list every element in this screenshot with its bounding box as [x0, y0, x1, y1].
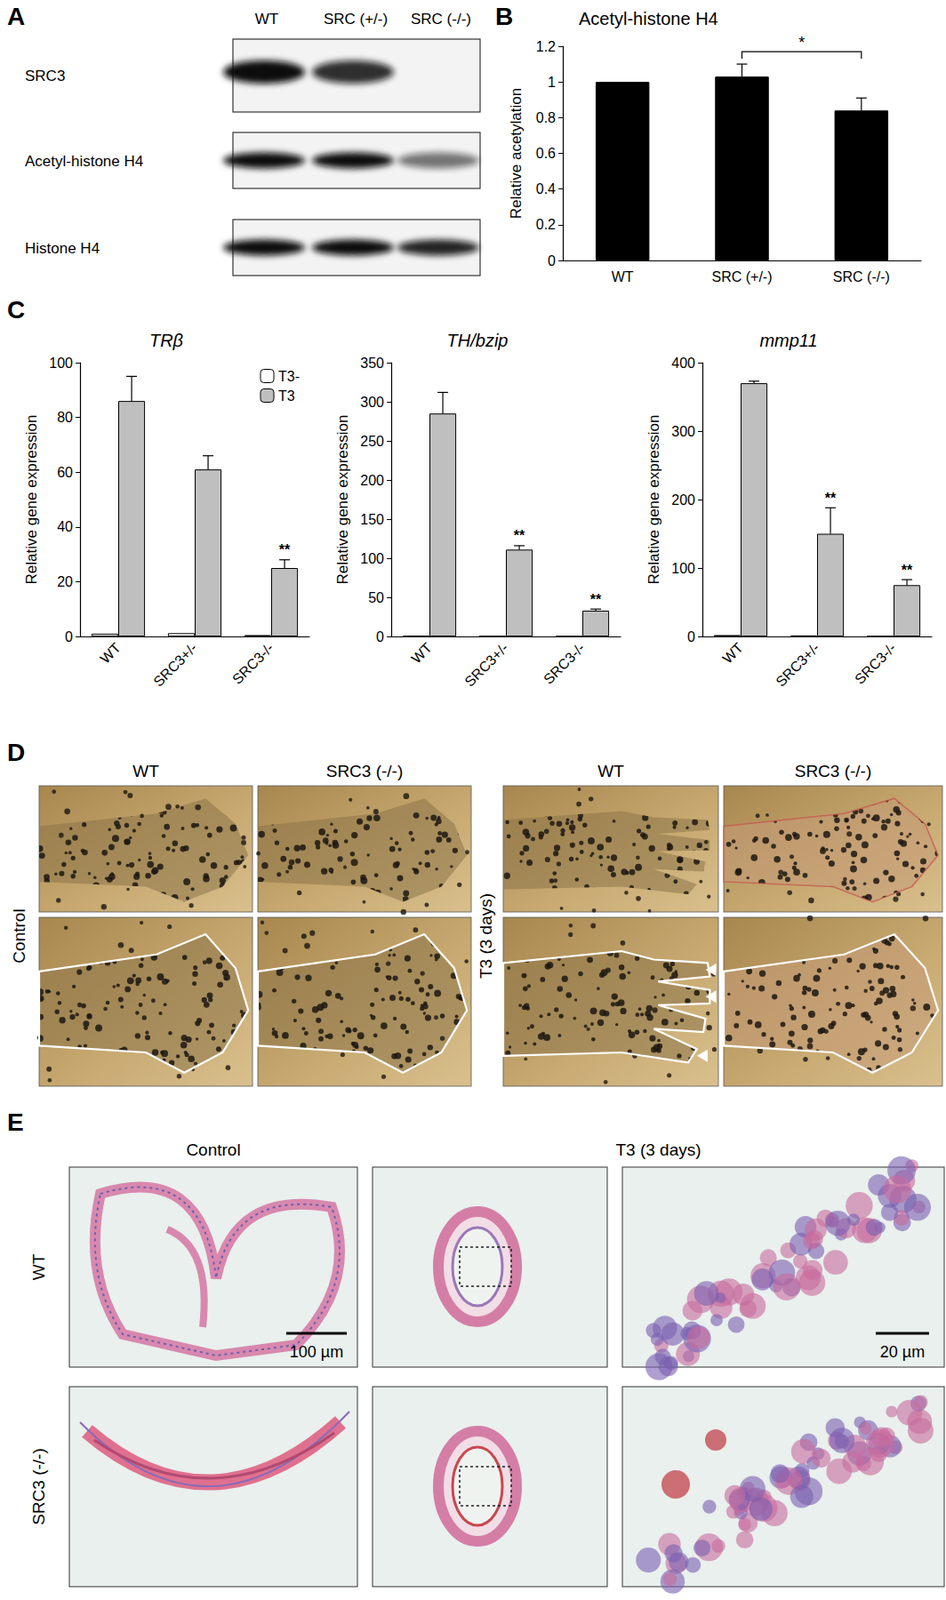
svg-text:T3: T3	[278, 388, 296, 404]
svg-text:*: *	[798, 33, 805, 52]
svg-text:WT: WT	[408, 640, 435, 667]
svg-text:0: 0	[64, 629, 73, 645]
svg-text:1: 1	[547, 74, 556, 90]
svg-text:A: A	[7, 2, 25, 31]
svg-text:250: 250	[360, 433, 385, 449]
svg-text:T3-: T3-	[278, 368, 300, 385]
svg-text:40: 40	[56, 519, 73, 535]
svg-text:C: C	[7, 296, 25, 324]
svg-text:**: **	[279, 542, 291, 558]
svg-text:350: 350	[360, 355, 385, 371]
svg-text:300: 300	[671, 424, 696, 440]
svg-text:SRC3-/-: SRC3-/-	[229, 640, 277, 688]
svg-text:SRC3: SRC3	[24, 67, 65, 85]
svg-text:Relative gene expression: Relative gene expression	[334, 415, 352, 586]
svg-text:WT: WT	[29, 1253, 49, 1281]
svg-text:T3 (3 days): T3 (3 days)	[615, 1140, 701, 1160]
svg-text:0: 0	[687, 629, 696, 645]
svg-text:Acetyl-histone H4: Acetyl-histone H4	[24, 152, 144, 170]
svg-text:20 µm: 20 µm	[880, 1343, 925, 1362]
svg-text:150: 150	[360, 512, 385, 528]
svg-text:Relative gene expression: Relative gene expression	[23, 415, 41, 586]
svg-text:50: 50	[368, 590, 385, 606]
svg-text:0.2: 0.2	[536, 216, 556, 233]
svg-text:20: 20	[56, 574, 73, 590]
svg-text:**: **	[590, 592, 602, 608]
svg-text:T3 (3 days): T3 (3 days)	[476, 893, 496, 979]
svg-text:100: 100	[671, 561, 696, 577]
svg-text:80: 80	[56, 409, 73, 425]
svg-text:SRC3-/-: SRC3-/-	[540, 640, 588, 688]
svg-text:200: 200	[360, 473, 385, 489]
svg-text:400: 400	[671, 355, 696, 371]
svg-text:WT: WT	[132, 761, 160, 781]
svg-text:300: 300	[360, 394, 385, 410]
svg-text:100: 100	[48, 355, 73, 371]
svg-text:1.2: 1.2	[536, 39, 556, 55]
svg-text:SRC (+/-): SRC (+/-)	[712, 269, 773, 285]
svg-text:SRC3+/-: SRC3+/-	[150, 640, 201, 690]
svg-text:Relative acetylation: Relative acetylation	[507, 88, 525, 219]
svg-text:WT: WT	[96, 640, 124, 667]
svg-text:SRC (-/-): SRC (-/-)	[833, 269, 890, 285]
svg-text:WT: WT	[611, 269, 634, 285]
svg-text:Control: Control	[185, 1140, 241, 1160]
svg-text:**: **	[513, 528, 526, 544]
svg-text:0.4: 0.4	[536, 181, 556, 197]
svg-text:0: 0	[547, 253, 556, 269]
svg-text:Acetyl-histone H4: Acetyl-histone H4	[578, 8, 719, 29]
svg-text:**: **	[901, 562, 914, 578]
svg-text:SRC3-/-: SRC3-/-	[851, 640, 899, 688]
svg-text:SRC3 (-/-): SRC3 (-/-)	[794, 761, 873, 781]
svg-text:TH/bzip: TH/bzip	[447, 330, 509, 351]
svg-text:E: E	[7, 1108, 25, 1137]
svg-text:B: B	[495, 2, 514, 31]
svg-text:Control: Control	[9, 908, 29, 963]
svg-text:100 µm: 100 µm	[289, 1343, 344, 1362]
svg-text:TRβ: TRβ	[149, 330, 184, 351]
svg-text:**: **	[825, 490, 837, 506]
svg-text:200: 200	[671, 492, 696, 508]
svg-text:WT: WT	[719, 640, 746, 667]
svg-text:Histone H4: Histone H4	[24, 240, 100, 257]
svg-text:0.6: 0.6	[536, 145, 556, 161]
svg-text:Relative gene expression: Relative gene expression	[645, 415, 663, 586]
svg-text:mmp11: mmp11	[759, 330, 818, 351]
svg-text:SRC3+/-: SRC3+/-	[772, 640, 823, 690]
svg-text:SRC (+/-): SRC (+/-)	[323, 10, 388, 28]
svg-text:SRC (-/-): SRC (-/-)	[410, 10, 472, 28]
svg-text:60: 60	[56, 464, 73, 481]
svg-text:SRC3 (-/-): SRC3 (-/-)	[326, 761, 404, 781]
svg-text:D: D	[7, 738, 25, 767]
svg-text:SRC3 (-/-): SRC3 (-/-)	[29, 1448, 49, 1526]
svg-text:100: 100	[360, 551, 385, 567]
svg-text:0: 0	[376, 629, 385, 645]
svg-text:WT: WT	[255, 10, 279, 28]
svg-text:WT: WT	[597, 761, 625, 781]
svg-text:SRC3+/-: SRC3+/-	[461, 640, 512, 690]
svg-text:0.8: 0.8	[536, 110, 556, 126]
